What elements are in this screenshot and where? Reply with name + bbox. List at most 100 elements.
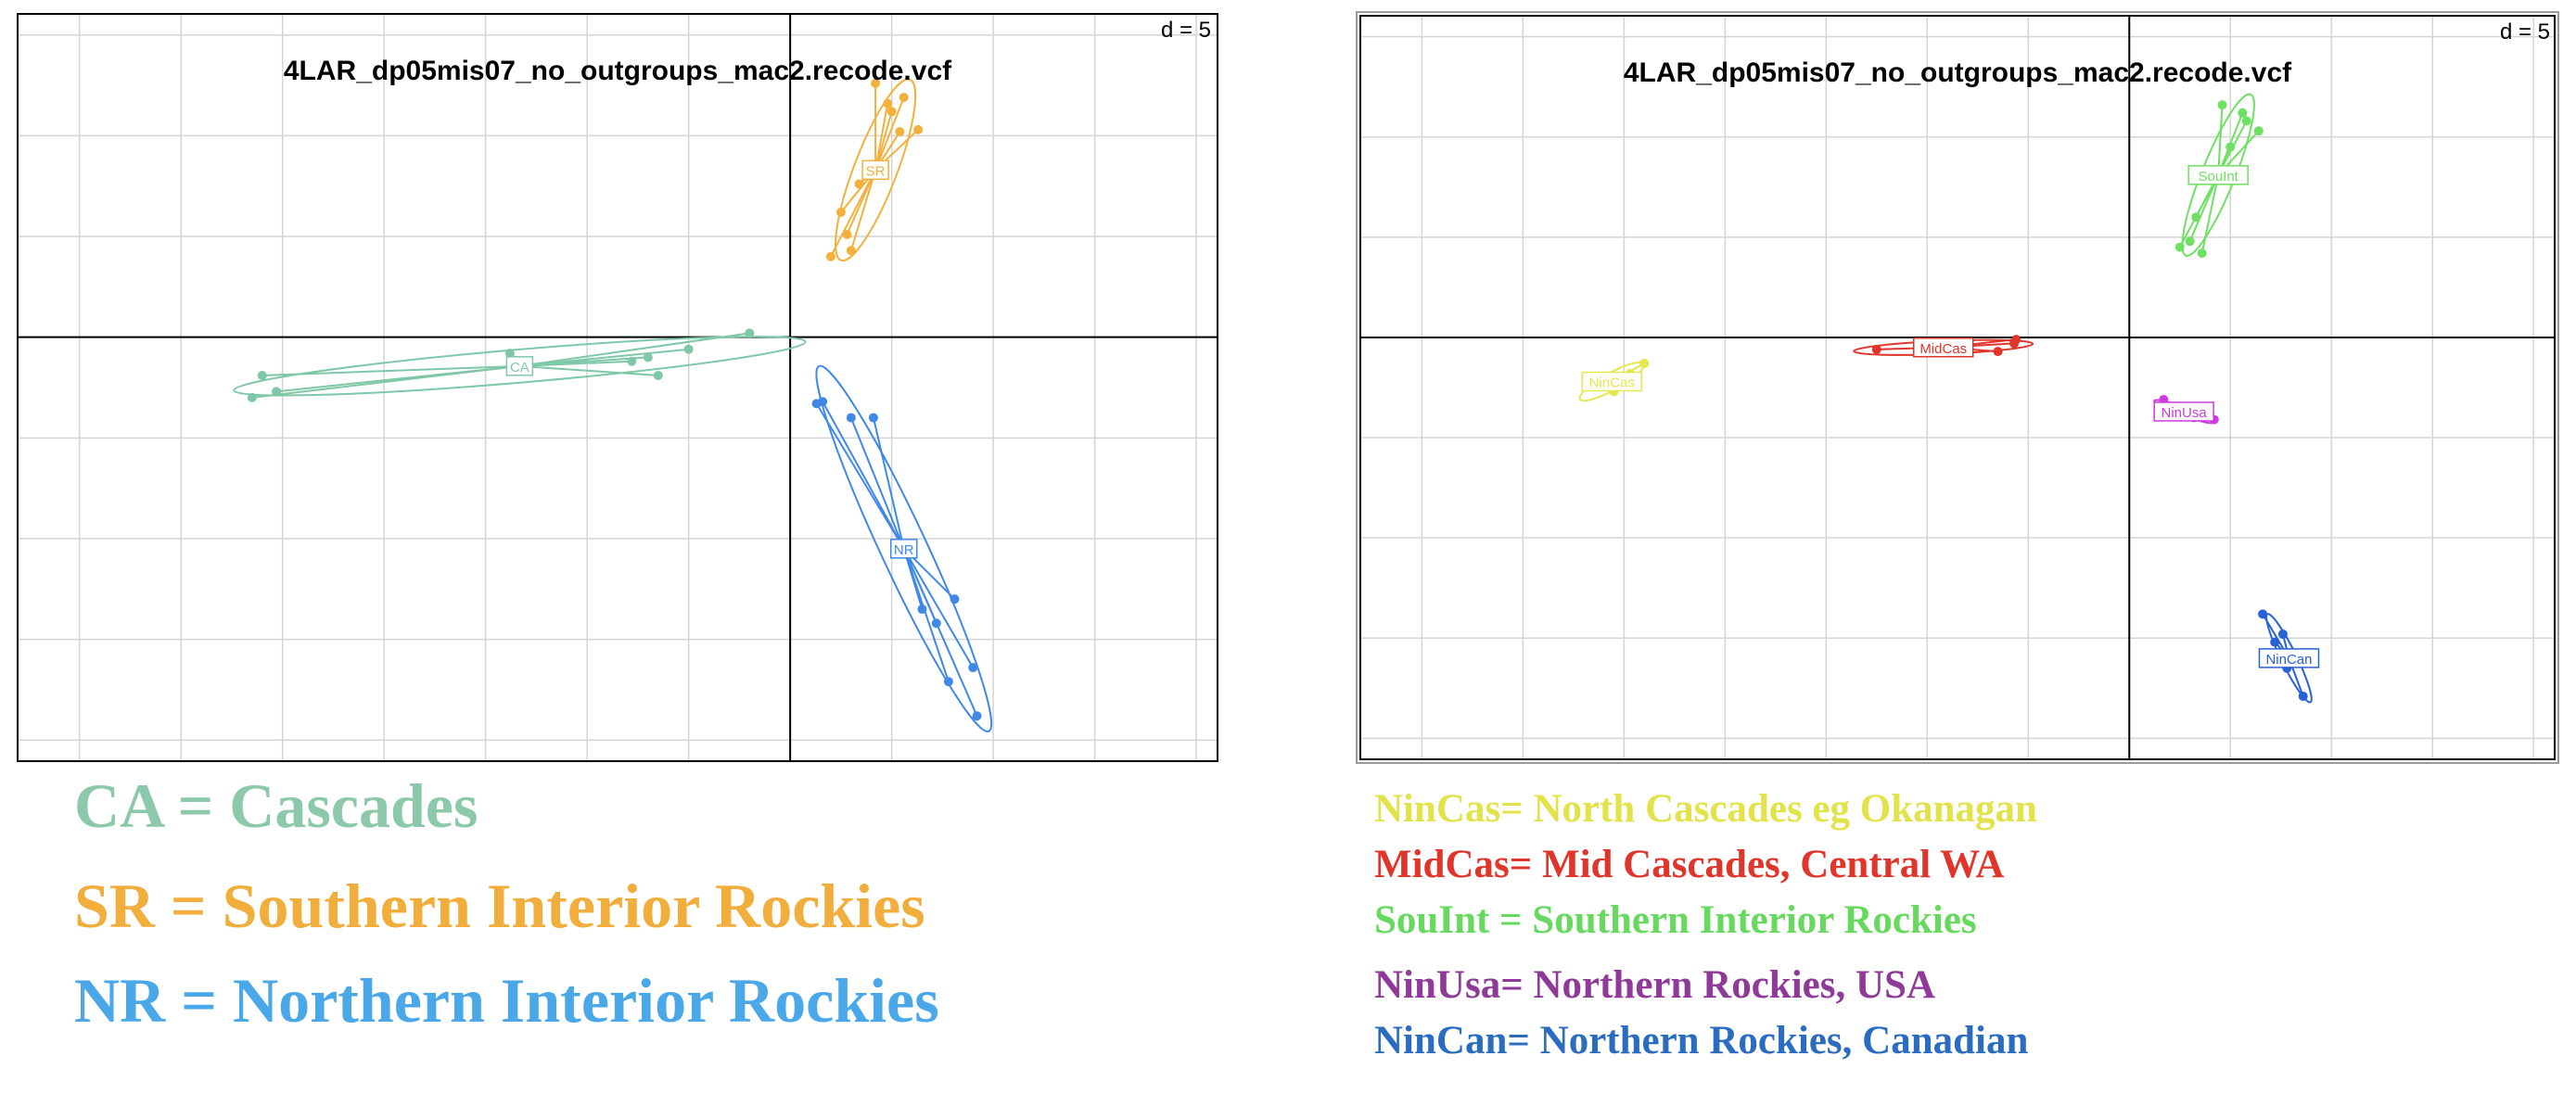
- star-line: [849, 170, 877, 251]
- data-point: [2270, 637, 2280, 647]
- data-point: [842, 229, 852, 239]
- series-ninusa: NinUsa: [2153, 394, 2219, 425]
- series-midcas: MidCas: [1853, 335, 2034, 358]
- star-line: [519, 360, 632, 367]
- data-point: [972, 711, 982, 721]
- plot-outer-frame: [1356, 11, 2559, 764]
- group-label: NR: [894, 542, 914, 558]
- star-line: [902, 548, 975, 668]
- group-label: NinUsa: [2162, 405, 2208, 421]
- data-point: [272, 387, 282, 397]
- data-point: [917, 604, 927, 615]
- data-point: [895, 127, 905, 137]
- star-line: [902, 548, 978, 717]
- data-point: [2217, 100, 2227, 110]
- zero-axes: [1361, 17, 2554, 758]
- plot-frame: [1359, 15, 2556, 760]
- data-point: [2191, 212, 2201, 223]
- data-point: [653, 370, 663, 380]
- star-line: [874, 103, 889, 171]
- series-souint: SouInt: [2174, 93, 2264, 259]
- group-label-box: [2153, 401, 2214, 422]
- data-point: [854, 179, 864, 189]
- group-label: MidCas: [1919, 341, 1967, 357]
- star-line: [276, 364, 520, 393]
- data-point: [825, 251, 835, 261]
- star-line: [261, 364, 520, 376]
- data-point: [943, 677, 953, 687]
- data-point: [871, 78, 881, 88]
- data-point: [2298, 691, 2308, 701]
- data-point: [950, 594, 960, 604]
- legend-entry-midcas: MidCas= Mid Cascades, Central WA: [1374, 843, 2005, 886]
- inertia-ellipse: [233, 336, 807, 397]
- data-point: [643, 352, 653, 363]
- group-label-box: [2187, 165, 2249, 185]
- group-label-box: [1581, 371, 1643, 392]
- star-line: [849, 417, 905, 550]
- data-point: [2253, 126, 2264, 136]
- data-point: [2185, 236, 2195, 247]
- data-point: [247, 392, 257, 402]
- star-line: [519, 348, 689, 367]
- legend-entry-ca: CA = Cascades: [74, 770, 478, 841]
- star-line: [519, 364, 658, 376]
- data-point: [913, 124, 924, 134]
- data-point: [2197, 248, 2207, 259]
- plot-title: 4LAR_dp05mis07_no_outgroups_mac2.recode.…: [1624, 57, 2292, 88]
- left-pca-plot: CA SR NR 4LAR_dp05mis07_no_outgroups_mac2.…: [17, 13, 1218, 762]
- data-point: [627, 356, 637, 366]
- series-layer: CA SR NR: [233, 78, 993, 732]
- group-label-box: [2258, 648, 2320, 668]
- series-sr: SR: [825, 78, 924, 262]
- data-point: [504, 349, 515, 359]
- group-label: NinCas: [1589, 375, 1635, 391]
- zero-axes: [19, 15, 1217, 760]
- legend-entry-nr: NR = Northern Interior Rockies: [74, 965, 939, 1036]
- data-point: [2258, 609, 2268, 619]
- data-point: [899, 93, 909, 103]
- legend-entry-ninusa: NinUsa= Northern Rockies, USA: [1374, 963, 1936, 1007]
- data-point: [883, 98, 893, 108]
- star-line: [2188, 174, 2220, 242]
- inertia-ellipse: [815, 364, 993, 732]
- group-label-box: [861, 159, 889, 181]
- star-line: [2200, 174, 2220, 254]
- grid-lines: [19, 15, 1217, 760]
- legend-entry-nincan: NinCan= Northern Rockies, Canadian: [1374, 1019, 2029, 1062]
- data-point: [846, 246, 856, 256]
- star-line: [846, 169, 877, 235]
- series-ca: CA: [233, 328, 807, 402]
- data-point: [683, 344, 694, 354]
- grid-lines: [1361, 17, 2554, 758]
- star-line: [830, 169, 876, 258]
- data-point: [2011, 335, 2021, 345]
- data-point: [2277, 629, 2288, 639]
- data-point: [2238, 108, 2248, 118]
- legend-entry-sr: SR = Southern Interior Rockies: [74, 871, 925, 941]
- series-nr: NR: [811, 364, 993, 732]
- series-nincan: NinCan: [2258, 609, 2320, 704]
- legend-entry-nincas: NinCas= North Cascades eg Okanagan: [1374, 787, 2037, 831]
- group-label: NinCan: [2265, 652, 2312, 668]
- series-layer: NinCas MidCas SouInt NinUsa NinCan: [1578, 93, 2320, 704]
- star-line: [872, 417, 905, 550]
- data-point: [835, 207, 846, 217]
- data-point: [257, 370, 267, 380]
- data-point: [968, 663, 978, 673]
- group-label: CA: [510, 360, 529, 375]
- data-point: [1871, 344, 1881, 354]
- data-point: [846, 413, 856, 423]
- inertia-ellipse: [835, 78, 917, 262]
- data-point: [745, 328, 755, 338]
- data-point: [931, 618, 941, 629]
- data-point: [1993, 347, 2003, 357]
- data-point: [2174, 242, 2185, 252]
- star-line: [902, 548, 950, 682]
- group-label-box: [505, 356, 534, 376]
- group-label-box: [890, 539, 918, 559]
- data-point: [2225, 142, 2236, 152]
- group-label-box: [1912, 337, 1974, 358]
- data-point: [868, 413, 878, 423]
- star-line: [874, 96, 905, 171]
